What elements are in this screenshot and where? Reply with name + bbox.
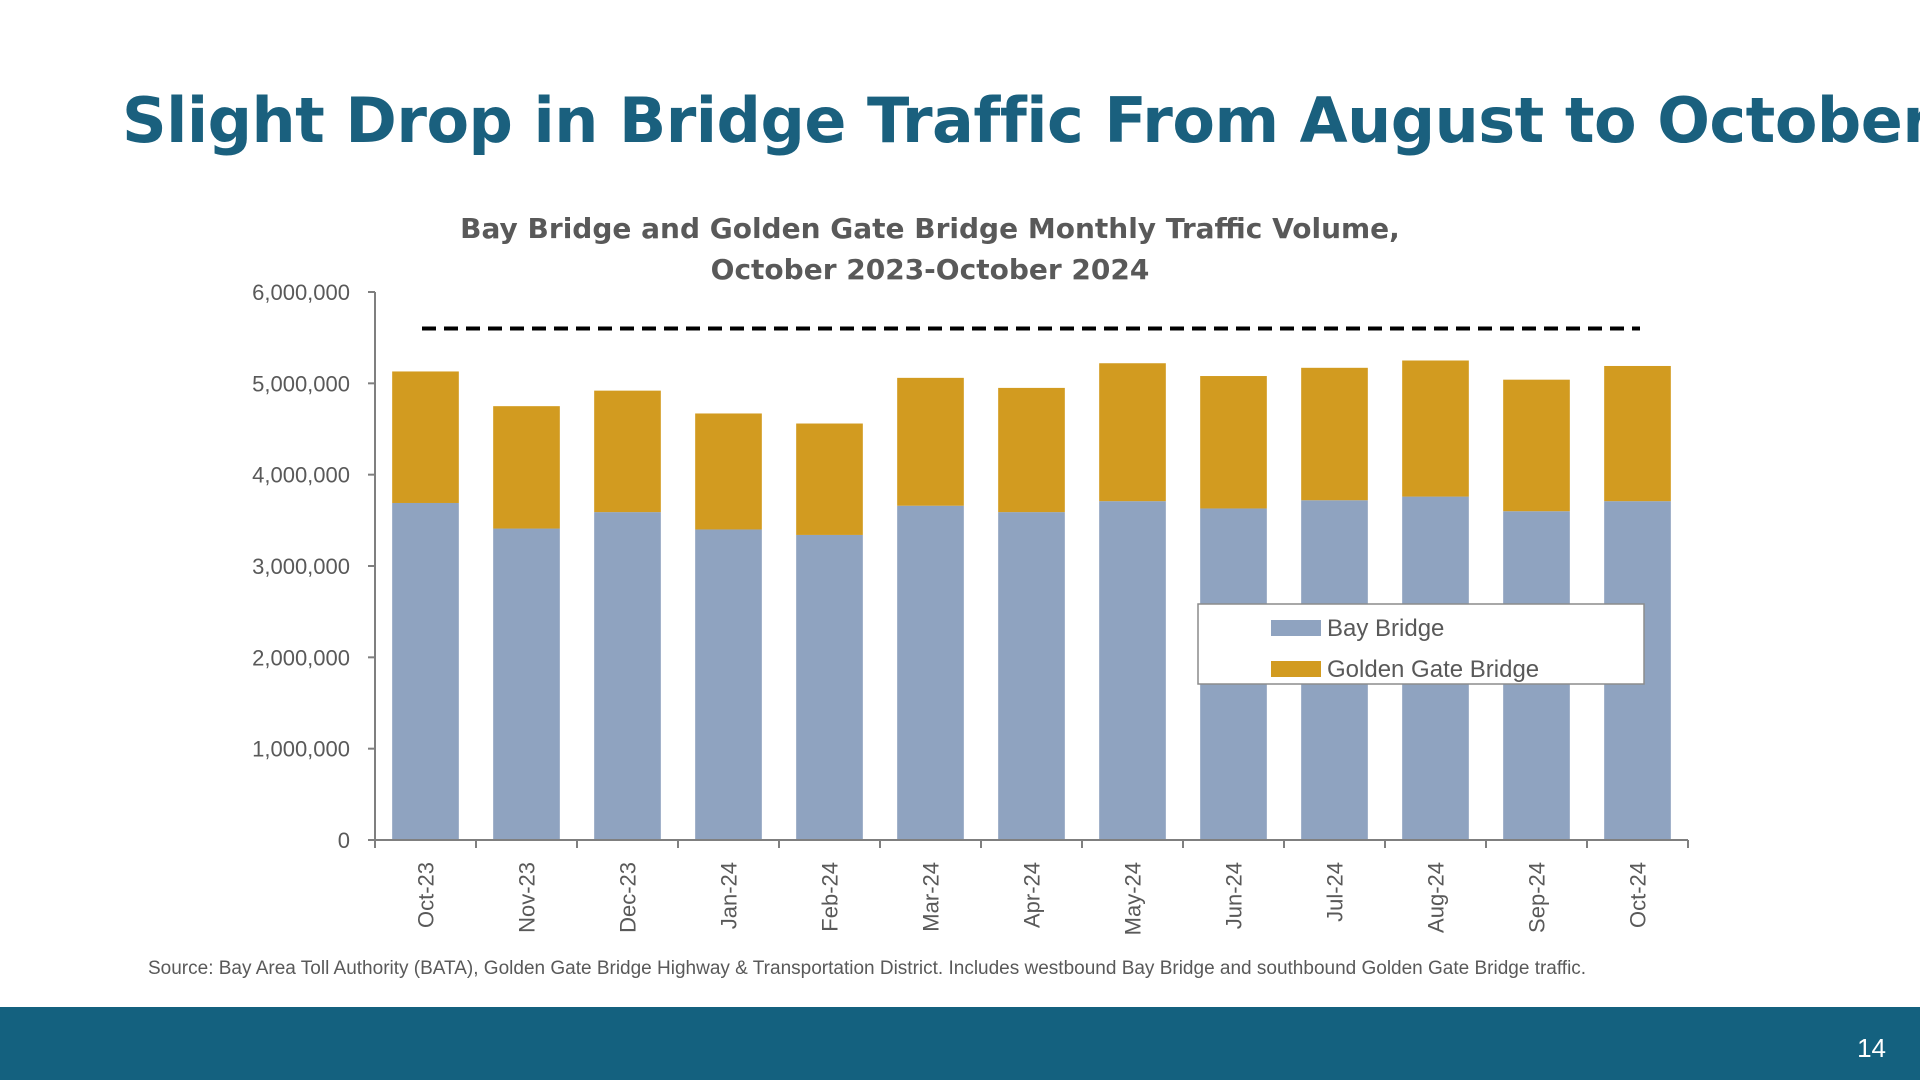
- y-tick-label: 2,000,000: [252, 645, 350, 670]
- bar-golden-gate-bridge: [897, 377, 964, 506]
- bar-golden-gate-bridge: [1604, 365, 1671, 502]
- page-number: 14: [1857, 1033, 1886, 1063]
- bar-golden-gate-bridge: [392, 371, 459, 503]
- bar-golden-gate-bridge: [1402, 360, 1469, 497]
- x-tick-label: Jul-24: [1323, 862, 1348, 922]
- legend-swatch: [1271, 661, 1321, 677]
- bar-golden-gate-bridge: [695, 413, 762, 530]
- legend-swatch: [1271, 620, 1321, 636]
- traffic-chart: Bay Bridge and Golden Gate Bridge Monthl…: [252, 212, 1689, 935]
- x-tick-label: Oct-23: [414, 862, 439, 928]
- y-tick-label: 1,000,000: [252, 737, 350, 762]
- x-tick-label: Jun-24: [1222, 862, 1247, 929]
- x-tick-label: Oct-24: [1626, 862, 1651, 928]
- bar-golden-gate-bridge: [1503, 379, 1570, 512]
- bar-golden-gate-bridge: [796, 423, 863, 535]
- y-tick-label: 0: [338, 828, 350, 853]
- legend-label: Golden Gate Bridge: [1327, 656, 1539, 683]
- bar-bay-bridge: [897, 505, 964, 840]
- bar-golden-gate-bridge: [1200, 376, 1267, 509]
- x-tick-label: Aug-24: [1424, 862, 1449, 933]
- bar-golden-gate-bridge: [1301, 367, 1368, 501]
- chart-title-line: October 2023-October 2024: [711, 253, 1150, 286]
- bar-bay-bridge: [796, 534, 863, 840]
- y-tick-label: 3,000,000: [252, 554, 350, 579]
- source-note: Source: Bay Area Toll Authority (BATA), …: [148, 958, 1587, 979]
- bar-bay-bridge: [493, 528, 560, 840]
- chart-title-line: Bay Bridge and Golden Gate Bridge Monthl…: [460, 212, 1400, 245]
- x-tick-label: Apr-24: [1020, 862, 1045, 928]
- bar-golden-gate-bridge: [1099, 363, 1166, 502]
- bar-golden-gate-bridge: [998, 387, 1065, 513]
- x-tick-label: Feb-24: [818, 862, 843, 932]
- legend-label: Bay Bridge: [1327, 615, 1444, 642]
- legend-box: [1197, 603, 1645, 685]
- bar-bay-bridge: [594, 512, 661, 840]
- footer-bar: 14: [0, 1007, 1920, 1080]
- bar-bay-bridge: [998, 512, 1065, 840]
- y-tick-label: 4,000,000: [252, 463, 350, 488]
- bar-bay-bridge: [1099, 501, 1166, 840]
- bar-golden-gate-bridge: [493, 406, 560, 529]
- x-tick-label: May-24: [1121, 862, 1146, 935]
- y-tick-label: 6,000,000: [252, 280, 350, 305]
- x-tick-label: Sep-24: [1525, 862, 1550, 933]
- bar-golden-gate-bridge: [594, 390, 661, 513]
- bar-bay-bridge: [695, 529, 762, 840]
- slide-title: Slight Drop in Bridge Traffic From Augus…: [122, 84, 1920, 157]
- x-tick-label: Mar-24: [919, 862, 944, 932]
- x-tick-label: Dec-23: [616, 862, 641, 933]
- x-tick-label: Nov-23: [515, 862, 540, 933]
- x-tick-label: Jan-24: [717, 862, 742, 929]
- y-tick-label: 5,000,000: [252, 371, 350, 396]
- bar-bay-bridge: [392, 502, 459, 840]
